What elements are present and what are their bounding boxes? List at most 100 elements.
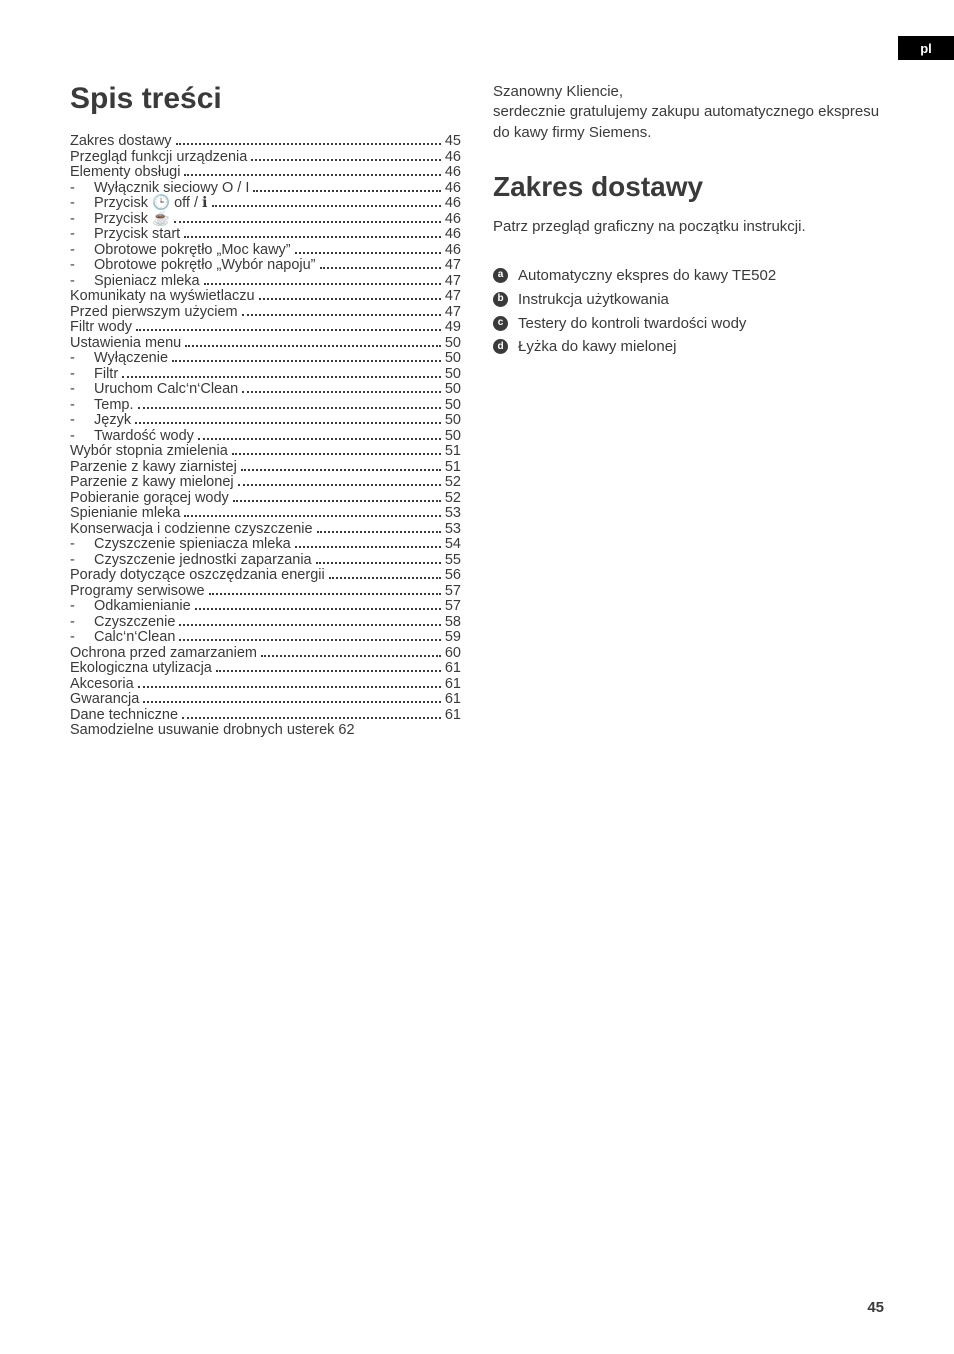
list-item: dŁyżka do kawy mielonej bbox=[493, 336, 884, 358]
bullet-icon: - bbox=[70, 367, 82, 382]
toc-leader-dots bbox=[216, 670, 441, 672]
table-of-contents: Zakres dostawy 45Przegląd funkcji urządz… bbox=[70, 134, 461, 738]
toc-leader-dots bbox=[138, 407, 441, 409]
toc-leader-dots bbox=[179, 639, 440, 641]
toc-label: Temp. bbox=[94, 398, 134, 413]
circle-letter-icon: a bbox=[493, 268, 508, 283]
content-columns: Spis treści Zakres dostawy 45Przegląd fu… bbox=[70, 82, 884, 739]
toc-page-number: 51 bbox=[445, 444, 461, 459]
toc-page-number: 46 bbox=[445, 212, 461, 227]
toc-page-number: 46 bbox=[445, 150, 461, 165]
bullet-icon: - bbox=[70, 181, 82, 196]
toc-label: Język bbox=[94, 413, 131, 428]
toc-row: Filtr wody 49 bbox=[70, 320, 461, 335]
toc-leader-dots bbox=[184, 174, 440, 176]
toc-leader-dots bbox=[295, 546, 441, 548]
toc-leader-dots bbox=[174, 221, 441, 223]
toc-row: Komunikaty na wyświetlaczu 47 bbox=[70, 289, 461, 304]
toc-label: Ustawienia menu bbox=[70, 336, 181, 351]
list-item-text: Testery do kontroli twardości wody bbox=[518, 313, 746, 335]
toc-page-number: 55 bbox=[445, 553, 461, 568]
toc-label: Ochrona przed zamarzaniem bbox=[70, 646, 257, 661]
bullet-icon: - bbox=[70, 227, 82, 242]
bullet-icon: - bbox=[70, 429, 82, 444]
toc-label: Wyłączenie bbox=[94, 351, 168, 366]
toc-label: Ekologiczna utylizacja bbox=[70, 661, 212, 676]
toc-row: Samodzielne usuwanie drobnych usterek 62 bbox=[70, 723, 461, 738]
toc-leader-dots bbox=[195, 608, 441, 610]
toc-page-number: 46 bbox=[445, 243, 461, 258]
bullet-icon: - bbox=[70, 413, 82, 428]
toc-leader-dots bbox=[242, 314, 441, 316]
toc-leader-dots bbox=[253, 190, 440, 192]
toc-page-number: 57 bbox=[445, 599, 461, 614]
toc-page-number: 53 bbox=[445, 522, 461, 537]
section-description: Patrz przegląd graficzny na początku ins… bbox=[493, 217, 884, 237]
toc-label: Czyszczenie jednostki zaparzania bbox=[94, 553, 312, 568]
toc-page-number: 50 bbox=[445, 367, 461, 382]
toc-leader-dots bbox=[182, 717, 441, 719]
toc-label: Dane techniczne bbox=[70, 708, 178, 723]
toc-leader-dots bbox=[143, 701, 441, 703]
left-column: Spis treści Zakres dostawy 45Przegląd fu… bbox=[70, 82, 461, 739]
toc-leader-dots bbox=[238, 484, 441, 486]
toc-row: Porady dotyczące oszczędzania energii 56 bbox=[70, 568, 461, 583]
toc-label: Odkamienianie bbox=[94, 599, 191, 614]
toc-row: Ustawienia menu 50 bbox=[70, 336, 461, 351]
toc-page-number: 46 bbox=[445, 181, 461, 196]
toc-label: Komunikaty na wyświetlaczu bbox=[70, 289, 255, 304]
toc-label: Porady dotyczące oszczędzania energii bbox=[70, 568, 325, 583]
toc-page-number: 52 bbox=[445, 491, 461, 506]
toc-label: Parzenie z kawy ziarnistej bbox=[70, 460, 237, 475]
toc-label: Czyszczenie bbox=[94, 615, 175, 630]
toc-label: Calc‘n‘Clean bbox=[94, 630, 175, 645]
toc-page-number: 56 bbox=[445, 568, 461, 583]
bullet-icon: - bbox=[70, 615, 82, 630]
list-item-text: Automatyczny ekspres do kawy TE502 bbox=[518, 265, 776, 287]
toc-label: Programy serwisowe bbox=[70, 584, 205, 599]
toc-leader-dots bbox=[261, 655, 441, 657]
toc-row: Spienianie mleka 53 bbox=[70, 506, 461, 521]
toc-page-number: 50 bbox=[445, 336, 461, 351]
toc-label: Przycisk 🕒 off / ℹ bbox=[94, 196, 208, 211]
toc-row: Wybór stopnia zmielenia 51 bbox=[70, 444, 461, 459]
toc-label: Twardość wody bbox=[94, 429, 194, 444]
list-item: a Automatyczny ekspres do kawy TE502 bbox=[493, 265, 884, 287]
list-item-text: Łyżka do kawy mielonej bbox=[518, 336, 676, 358]
toc-leader-dots bbox=[295, 252, 441, 254]
toc-page-number: 61 bbox=[445, 677, 461, 692]
circle-letter-icon: b bbox=[493, 292, 508, 307]
toc-page-number: 51 bbox=[445, 460, 461, 475]
toc-label: Filtr wody bbox=[70, 320, 132, 335]
toc-row: -Przycisk start 46 bbox=[70, 227, 461, 242]
toc-leader-dots bbox=[172, 360, 441, 362]
toc-label: Wyłącznik sieciowy O / I bbox=[94, 181, 249, 196]
toc-page-number: 50 bbox=[445, 398, 461, 413]
toc-label: Pobieranie gorącej wody bbox=[70, 491, 229, 506]
toc-row: -Wyłączenie 50 bbox=[70, 351, 461, 366]
toc-row: Konserwacja i codzienne czyszczenie 53 bbox=[70, 522, 461, 537]
circle-letter-icon: c bbox=[493, 316, 508, 331]
toc-page-number: 61 bbox=[445, 708, 461, 723]
toc-page-number: 50 bbox=[445, 382, 461, 397]
toc-leader-dots bbox=[232, 453, 441, 455]
toc-page-number: 58 bbox=[445, 615, 461, 630]
toc-label: Uruchom Calc‘n‘Clean bbox=[94, 382, 238, 397]
toc-leader-dots bbox=[329, 577, 441, 579]
toc-leader-dots bbox=[176, 143, 441, 145]
toc-page-number: 45 bbox=[445, 134, 461, 149]
toc-row: Dane techniczne 61 bbox=[70, 708, 461, 723]
toc-page-number: 47 bbox=[445, 305, 461, 320]
toc-page-number: 49 bbox=[445, 320, 461, 335]
toc-leader-dots bbox=[185, 345, 441, 347]
toc-leader-dots bbox=[136, 329, 441, 331]
toc-page-number: 50 bbox=[445, 351, 461, 366]
toc-page-number: 61 bbox=[445, 692, 461, 707]
list-item: c Testery do kontroli twardości wody bbox=[493, 313, 884, 335]
toc-row: -Twardość wody 50 bbox=[70, 429, 461, 444]
toc-page-number: 50 bbox=[445, 429, 461, 444]
list-item-text: Instrukcja użytkowania bbox=[518, 289, 669, 311]
toc-leader-dots bbox=[184, 515, 440, 517]
toc-row: -Filtr 50 bbox=[70, 367, 461, 382]
toc-leader-dots bbox=[317, 531, 441, 533]
